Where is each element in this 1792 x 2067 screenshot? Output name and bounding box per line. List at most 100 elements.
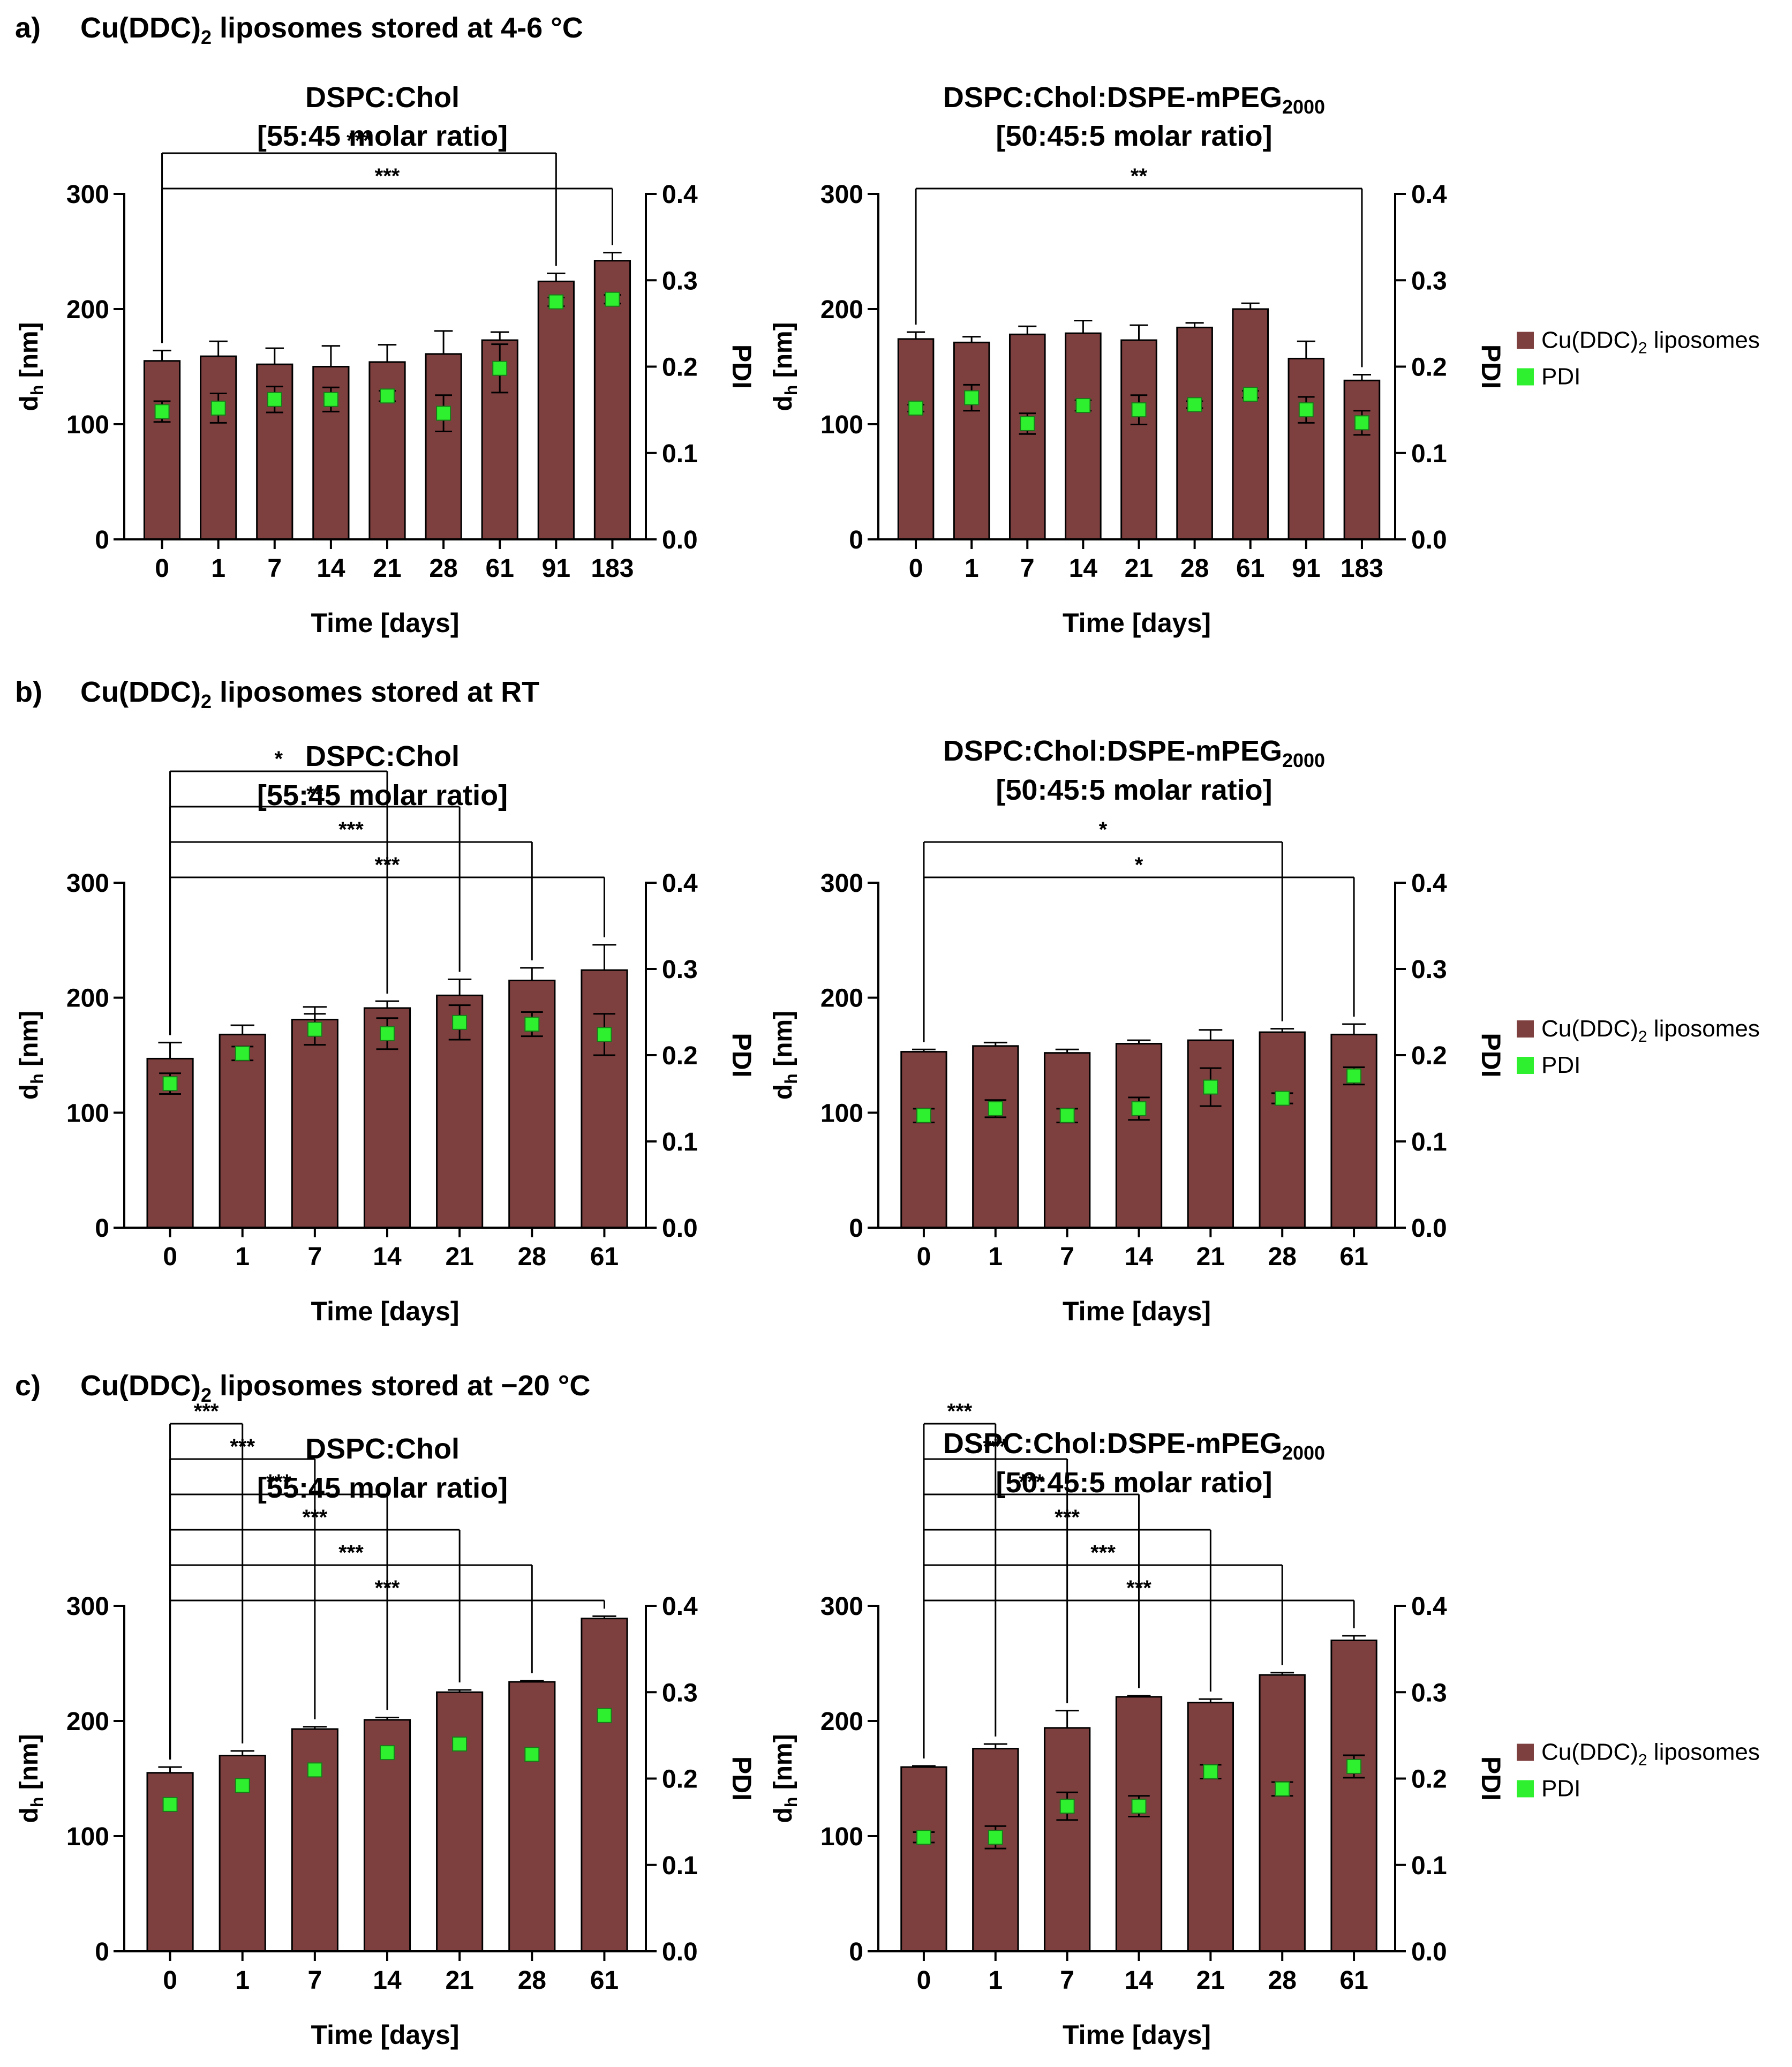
significance-label: *** [338,1541,364,1565]
bar [1259,1674,1306,1952]
significance-label: *** [375,853,400,877]
significance-label: *** [347,129,372,153]
pdi-point [988,1830,1003,1845]
x-axis-label: Time [days] [311,1296,460,1326]
pdi-point [916,1108,931,1123]
x-tick-label: 0 [909,554,923,583]
pdi-point [964,390,980,405]
significance-label: *** [230,1435,255,1459]
y2-tick-label: 0.3 [662,267,698,295]
pdi-point [597,1708,612,1723]
chart-3: DSPC:Chol[55:45 molar ratio]01002003000.… [15,740,757,1326]
x-tick-label: 61 [1339,1966,1368,1995]
x-tick-label: 28 [1268,1966,1297,1995]
pdi-point [267,392,282,407]
row-letter: b) [15,676,42,708]
significance-label: *** [266,1470,291,1494]
legend-bar-label: Cu(DDC)2 liposomes [1541,1739,1760,1769]
chart-6: DSPC:Chol:DSPE-mPEG2000[50:45:5 molar ra… [769,1400,1760,2050]
chart-2: DSPC:Chol:DSPE-mPEG2000[50:45:5 molar ra… [769,81,1760,638]
bar [1120,339,1157,540]
y2-tick-label: 0.0 [662,1214,698,1243]
y2-tick-label: 0.1 [662,1128,698,1156]
legend-pdi-swatch [1517,1057,1534,1074]
pdi-point [916,1830,931,1845]
y-tick-label: 100 [820,411,863,439]
y-tick-label: 0 [95,1214,109,1243]
y-tick-label: 200 [66,984,109,1013]
row-title: Cu(DDC)2 liposomes stored at RT [80,676,539,712]
pdi-point [452,1737,468,1752]
x-tick-label: 14 [317,554,345,583]
x-tick-label: 61 [590,1966,619,1995]
bar [1065,332,1102,540]
pdi-point [162,1076,178,1092]
legend: Cu(DDC)2 liposomes PDI [1517,327,1760,390]
x-tick-label: 1 [988,1966,1003,1995]
y2-tick-label: 0.1 [662,440,698,468]
bar [425,353,462,540]
x-tick-label: 61 [1339,1243,1368,1271]
y-tick-label: 0 [849,1938,863,1966]
y2-tick-label: 0.1 [1411,1852,1447,1880]
x-tick-label: 7 [308,1966,322,1995]
pdi-point [1203,1079,1218,1095]
bar [508,1681,556,1952]
x-tick-label: 1 [965,554,979,583]
y-axis-label: dh [nm] [769,1011,801,1100]
y-axis-label: dh [nm] [15,322,47,411]
x-tick-label: 0 [917,1243,931,1271]
y2-tick-label: 0.2 [1411,1042,1447,1070]
y-tick-label: 200 [66,1708,109,1736]
significance-label: *** [375,164,400,188]
y-tick-label: 300 [820,181,863,209]
chart-subtitle: [50:45:5 molar ratio] [996,774,1272,806]
significance-label: * [1099,818,1108,841]
legend-bar-label: Cu(DDC)2 liposomes [1541,327,1760,357]
bar [219,1033,266,1229]
x-tick-label: 28 [1180,554,1209,583]
significance-bracket: *** [169,1576,605,1760]
y2-axis-label: PDI [1476,1756,1506,1801]
x-tick-label: 14 [1069,554,1098,583]
bar [1115,1696,1163,1952]
pdi-point [452,1014,468,1030]
pdi-point [908,400,924,416]
pdi-point [605,291,620,307]
x-tick-label: 14 [373,1243,402,1271]
significance-bracket: *** [923,1576,1355,1758]
pdi-point [1020,416,1035,431]
pdi-point [1346,1758,1362,1774]
significance-bracket: *** [169,1470,388,1760]
y2-tick-label: 0.1 [1411,1128,1447,1156]
significance-label: ** [1131,164,1148,188]
y2-tick-label: 0.3 [662,956,698,984]
significance-label: ** [306,783,323,806]
x-axis-label: Time [days] [1063,1296,1211,1326]
bar [1259,1031,1306,1229]
y2-tick-label: 0.4 [662,869,698,898]
y-axis-label: dh [nm] [769,322,801,411]
x-tick-label: 7 [308,1243,322,1271]
x-tick-label: 183 [591,554,634,583]
row-heading-b: b) Cu(DDC)2 liposomes stored at RT [15,676,539,712]
bar [291,1728,338,1952]
pdi-point [154,404,170,419]
legend: Cu(DDC)2 liposomes PDI [1517,1739,1760,1802]
pdi-point [1187,397,1202,412]
pdi-point [524,1747,540,1762]
significance-label: *** [1019,1470,1044,1494]
bar [1043,1727,1091,1952]
x-tick-label: 14 [1125,1243,1154,1271]
pdi-point [210,400,226,416]
x-tick-label: 21 [1125,554,1153,583]
significance-bracket: * [923,818,1283,1042]
bar [1115,1043,1163,1229]
bar [897,338,935,540]
pdi-point [1131,402,1147,418]
x-tick-label: 0 [155,554,169,583]
pdi-point [1075,398,1091,414]
row-heading-c: c) Cu(DDC)2 liposomes stored at −20 °C [15,1370,590,1406]
x-tick-label: 61 [486,554,514,583]
pdi-point [1275,1781,1290,1797]
